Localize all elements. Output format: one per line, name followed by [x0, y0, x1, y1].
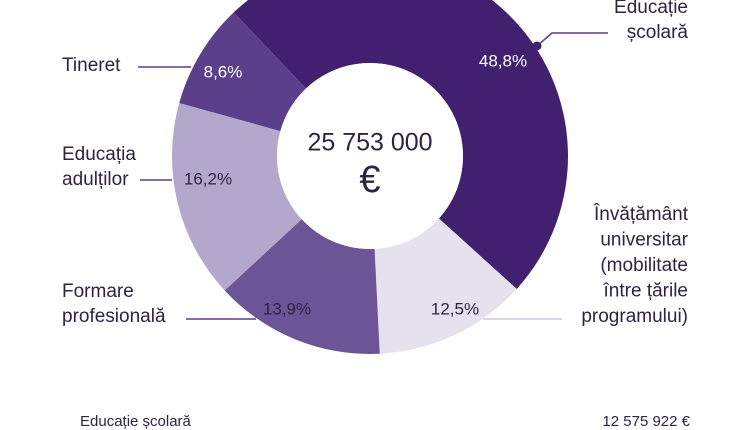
category-label: Tineret — [62, 55, 121, 76]
slice — [374, 218, 517, 354]
leader-line — [536, 32, 608, 47]
slices — [172, 0, 568, 354]
slice — [233, 0, 568, 289]
category-label: Formare — [62, 281, 134, 302]
center-label: 25 753 000 — [307, 129, 432, 157]
leader-dot — [532, 41, 542, 51]
category-label: profesională — [62, 306, 166, 327]
category-label: între țările — [603, 281, 688, 302]
value-label: 8,6% — [204, 62, 243, 81]
leaders — [138, 32, 608, 320]
center-label: € — [359, 159, 380, 201]
category-label: Învățământ — [593, 203, 689, 225]
category-label: universitar — [600, 230, 688, 251]
category-label: Educația — [62, 144, 136, 165]
summary-value: 12 575 922 € — [602, 413, 690, 430]
donut-hole — [277, 63, 463, 249]
slice — [179, 12, 306, 132]
category-label: Educație — [614, 0, 688, 18]
category-label: (mobilitate — [600, 255, 688, 276]
value-label: 12,5% — [431, 299, 479, 318]
category-label: adulților — [62, 169, 129, 190]
value-label: 13,9% — [263, 299, 311, 318]
summary-label: Educație școlară — [80, 413, 192, 430]
category-label: școlară — [627, 22, 689, 43]
value-label: 16,2% — [184, 169, 232, 188]
slice — [172, 102, 302, 291]
slice — [224, 219, 380, 354]
category-label: programului) — [581, 306, 688, 327]
value-label: 48,8% — [479, 51, 527, 70]
